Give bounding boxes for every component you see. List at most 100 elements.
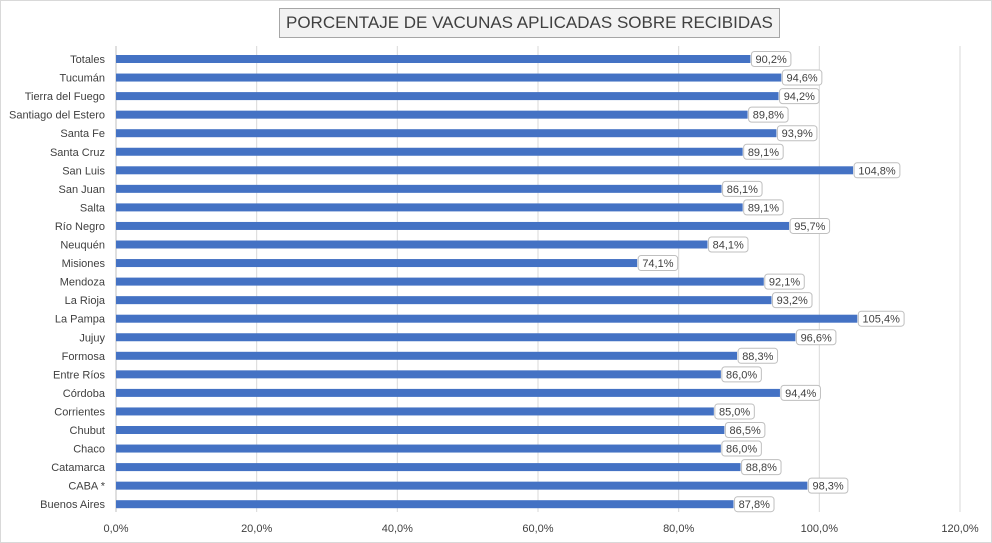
category-label: Buenos Aires	[40, 499, 105, 511]
category-label: Mendoza	[60, 277, 106, 289]
category-label: Jujuy	[79, 332, 105, 344]
data-label-box	[637, 255, 679, 272]
data-label-box	[708, 236, 749, 253]
x-tick-label: 100,0%	[801, 523, 839, 535]
data-label-box	[750, 51, 792, 67]
data-label: 96,6%	[801, 332, 832, 344]
data-label: 89,1%	[748, 202, 779, 214]
bar	[116, 240, 708, 249]
data-label: 90,2%	[756, 54, 787, 66]
bar	[116, 203, 743, 212]
category-label: Río Negro	[55, 221, 105, 233]
bar	[116, 407, 714, 416]
bar	[116, 388, 780, 397]
bar	[116, 370, 721, 379]
bar	[116, 277, 764, 286]
data-label: 86,0%	[726, 369, 757, 381]
data-label-box	[780, 384, 821, 401]
data-label: 88,8%	[746, 462, 777, 474]
x-tick-label: 0,0%	[103, 523, 128, 535]
data-label-box	[721, 366, 762, 383]
data-label-box	[743, 199, 784, 216]
data-label: 86,1%	[727, 184, 758, 196]
data-label: 86,5%	[730, 425, 761, 437]
data-label-box	[853, 162, 901, 179]
data-label: 93,9%	[782, 128, 813, 140]
bar	[116, 92, 779, 101]
bar	[116, 314, 858, 323]
category-label: San Juan	[59, 184, 105, 196]
category-label: Santa Fe	[60, 128, 105, 140]
data-label: 88,3%	[742, 351, 773, 363]
category-label: Chaco	[73, 444, 105, 456]
data-label: 98,3%	[813, 481, 844, 493]
data-label: 84,1%	[713, 240, 744, 252]
category-label: Formosa	[62, 351, 106, 363]
data-label-box	[789, 217, 831, 234]
bar	[116, 481, 808, 490]
category-label: Chubut	[70, 425, 105, 437]
category-label: CABA *	[68, 481, 105, 493]
x-tick-label: 80,0%	[663, 523, 694, 535]
category-label: Tucumán	[60, 73, 105, 85]
data-label: 94,2%	[784, 91, 815, 103]
data-label-box	[722, 180, 763, 197]
data-label-box	[741, 459, 782, 476]
data-label-box	[721, 440, 762, 457]
x-tick-label: 40,0%	[382, 523, 413, 535]
data-label-box	[714, 403, 755, 420]
category-label: Tierra del Fuego	[25, 91, 105, 103]
data-label-box	[795, 329, 837, 346]
data-label: 89,1%	[748, 147, 779, 159]
bar	[116, 444, 721, 453]
bar	[116, 166, 854, 175]
bar	[116, 500, 734, 509]
bar	[116, 129, 777, 138]
bar	[116, 259, 638, 268]
data-label: 94,4%	[785, 388, 816, 400]
data-label-box	[772, 292, 813, 309]
data-label-box	[857, 310, 905, 327]
data-label: 86,0%	[726, 444, 757, 456]
data-label-box	[779, 88, 820, 105]
data-label-box	[734, 496, 775, 513]
bar	[116, 110, 748, 119]
bar	[116, 426, 725, 434]
data-label-box	[764, 273, 805, 290]
category-label: Corrientes	[54, 406, 105, 418]
bar	[116, 147, 743, 156]
category-label: Neuquén	[60, 240, 105, 252]
bar	[116, 296, 772, 305]
x-tick-label: 120,0%	[941, 523, 979, 535]
data-label: 105,4%	[863, 314, 901, 326]
category-label: La Rioja	[65, 295, 106, 307]
category-label: Córdoba	[63, 388, 106, 400]
data-label-box	[781, 69, 823, 86]
category-label: Santa Cruz	[50, 147, 105, 159]
data-label: 95,7%	[794, 221, 825, 233]
bar	[116, 351, 738, 360]
data-label-box	[776, 125, 818, 142]
data-label: 93,2%	[777, 295, 808, 307]
bar	[116, 55, 751, 63]
data-label: 89,8%	[753, 110, 784, 122]
bar	[116, 221, 790, 230]
bar	[116, 463, 741, 472]
data-label: 87,8%	[739, 499, 770, 511]
category-label: Entre Ríos	[53, 369, 105, 381]
category-label: La Pampa	[55, 314, 106, 326]
category-label: Salta	[80, 202, 106, 214]
data-label-box	[737, 347, 779, 364]
data-label: 94,6%	[787, 73, 818, 85]
data-label: 104,8%	[858, 165, 896, 177]
category-label: Santiago del Estero	[9, 110, 105, 122]
category-label: Misiones	[62, 258, 106, 270]
data-label: 92,1%	[769, 277, 800, 289]
bar	[116, 333, 796, 342]
data-label: 85,0%	[719, 406, 750, 418]
data-label-box	[748, 106, 789, 123]
data-label-box	[807, 477, 849, 494]
x-tick-label: 60,0%	[522, 523, 553, 535]
